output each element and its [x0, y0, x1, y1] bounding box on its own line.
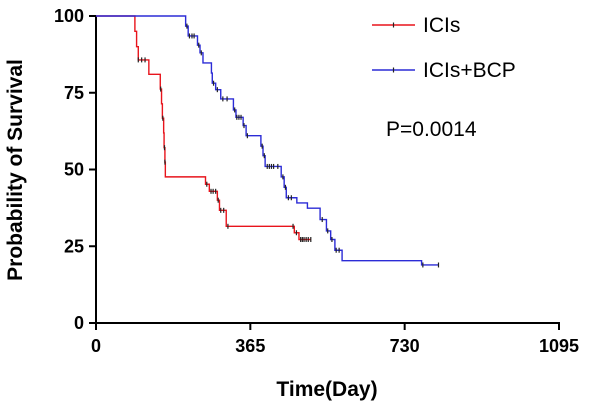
legend-item-icis-bcp: ICIs+BCP [372, 59, 516, 82]
series-icis [96, 15, 312, 242]
x-tick-label: 0 [91, 336, 101, 356]
series-layer [96, 15, 440, 268]
series-icis-bcp [96, 15, 440, 268]
legend-label: ICIs [423, 14, 460, 37]
survival-curve-icis-bcp [96, 15, 439, 266]
x-axis-title: Time(Day) [276, 378, 377, 401]
x-tick-label: 1095 [539, 336, 579, 356]
legend-item-icis: ICIs [372, 14, 460, 37]
legend-label: ICIs+BCP [423, 59, 516, 82]
y-tick-label: 25 [64, 236, 84, 256]
p-value-annotation: P=0.0014 [386, 118, 477, 141]
x-tick-label: 365 [235, 336, 265, 356]
legend: ICIs ICIs+BCP [372, 14, 516, 82]
y-tick-label: 75 [64, 83, 84, 103]
y-tick-label: 0 [74, 313, 84, 333]
y-tick-label: 50 [64, 160, 84, 180]
y-axis-title: Probability of Survival [4, 59, 27, 281]
y-tick-label: 100 [54, 6, 84, 26]
axes: 0 365 730 1095 0 25 50 75 100 [54, 6, 579, 356]
survival-curve-icis [96, 15, 311, 241]
x-tick-label: 730 [390, 336, 420, 356]
